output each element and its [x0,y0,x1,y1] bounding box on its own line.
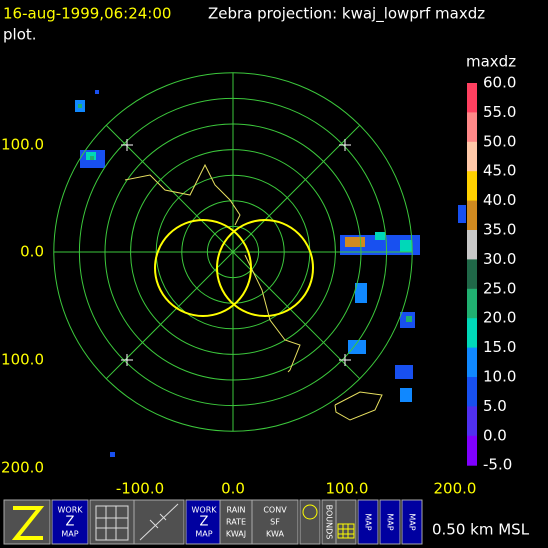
colorbar-swatch [467,377,477,407]
colorbar-label: 55.0 [483,103,516,121]
toolbar-button-label[interactable]: MAP [386,513,395,530]
toolbar-button[interactable] [401,499,423,545]
y-axis-label: 0.0 [20,243,44,261]
colorbar-swatch [467,318,477,349]
toolbar-button-label[interactable]: MAP [408,513,417,530]
toolbar-button-label[interactable]: BOUNDS [325,505,334,540]
colorbar-label: 40.0 [483,191,516,209]
crosshair [121,139,133,151]
y-axis-label: 100.0 [1,136,44,154]
radar-echoes [75,90,466,457]
colorbar-label: 5.0 [483,397,507,415]
colorbar-label: 45.0 [483,162,516,180]
toolbar-button-label[interactable]: KWAJ [226,530,246,539]
toolbar-button[interactable] [51,499,89,545]
range-circles [154,219,314,317]
toolbar-button[interactable] [251,499,299,545]
colorbar-label: 60.0 [483,74,516,92]
toolbar-button[interactable] [185,499,223,545]
kwaj-grid-button[interactable] [89,499,135,545]
y-axis-label: 200.0 [1,459,44,477]
x-axis-label: -100.0 [116,480,164,498]
x-axis-label: 0.0 [221,480,245,498]
toolbar-button[interactable] [357,499,379,545]
zebra-logo [11,506,45,540]
colorbar-swatch [467,406,477,437]
range-rings [53,72,413,432]
icon [95,505,129,541]
colorbar-swatch [467,141,477,172]
y-axis-label: 100.0 [1,351,44,369]
toolbar-button[interactable] [379,499,401,545]
toolbar-button-label[interactable]: MAP [195,530,212,539]
colorbar-label: 0.0 [483,426,507,444]
colorbar-label: 30.0 [483,250,516,268]
overlay-button[interactable] [299,499,321,545]
colorbar-swatch [467,112,477,143]
toolbar-button[interactable] [219,499,253,545]
spoke [106,125,360,379]
colorbar-label: -5.0 [483,456,512,474]
icon [302,504,318,520]
crosshair [121,354,133,366]
plot-area: -100.0 0.0 100.0 200.0 100.0 0.0 100.0 200.0 [1,72,477,498]
colorbar: maxdz 60.0 55.0 50.0 45.0 40.0 35.0 30.0 25.0 20… [466,53,516,474]
altitude-label: 0.50 km MSL [432,521,530,539]
toolbar-button-label[interactable]: RATE [226,518,246,527]
colorbar-swatch [467,259,477,290]
colorbar-swatch [467,230,477,260]
toolbar-button-label[interactable]: CONV [263,506,287,515]
toolbar-button-label[interactable]: RAIN [226,506,245,515]
icon [337,523,355,539]
colorbar-swatch [467,435,477,466]
crosshair [339,139,351,151]
colorbar-swatch [467,171,477,202]
timestamp: 16-aug-1999,06:24:00 [3,5,171,23]
toolbar-button-label[interactable]: WORK [191,506,217,515]
grid-button[interactable] [335,499,357,545]
colorbar-label: 35.0 [483,221,516,239]
icon [139,503,179,541]
colorbar-label: 15.0 [483,338,516,356]
title-cont: plot. [3,26,37,44]
toolbar-button-label[interactable]: KWA [266,530,284,539]
x-axis-label: 100.0 [326,480,369,498]
toolbar-button-label[interactable]: WORK [57,506,83,515]
colorbar-swatch [467,288,477,319]
crosshair [339,354,351,366]
colorbar-swatch [467,200,477,231]
toolbar-button-label[interactable]: Z [200,515,209,530]
toolbar-button-label[interactable]: SF [270,518,280,527]
colorbar-label: 20.0 [483,309,516,327]
x-axis-label: 200.0 [434,480,477,498]
colorbar-title: maxdz [466,53,516,71]
title: Zebra projection: kwaj_lowprf maxdz [208,5,485,24]
ring [53,72,413,432]
colorbar-label: 25.0 [483,279,516,297]
colorbar-label: 10.0 [483,368,516,386]
toolbar-button-label[interactable]: Z [66,515,75,530]
toolbar-button-label[interactable]: MAP [61,530,78,539]
toolbar-button-label[interactable]: MAP [364,513,373,530]
colorbar-swatch [467,347,477,378]
coastline [124,163,383,421]
colorbar-label: 50.0 [483,132,516,150]
colorbar-swatch [467,83,477,113]
